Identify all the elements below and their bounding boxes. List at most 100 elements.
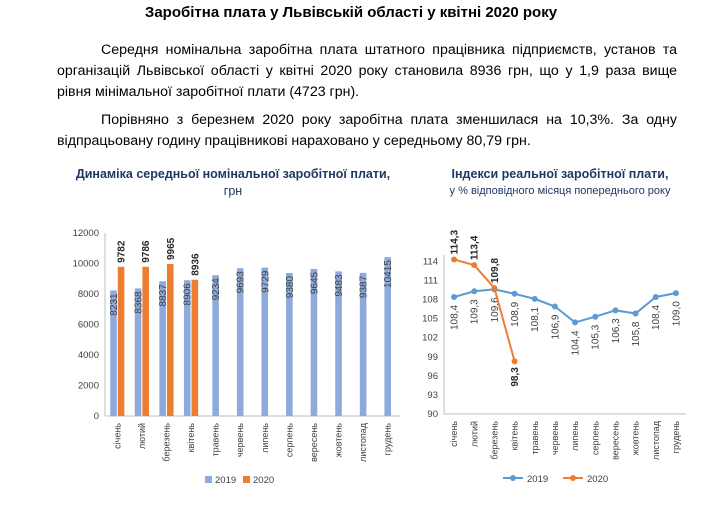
bar-2019-value-label: 9693 <box>236 271 247 294</box>
line-2019-value-label: 106,3 <box>611 318 622 343</box>
bar-2019-value-label: 9483 <box>334 274 345 297</box>
bar-2019-value-label: 8368 <box>134 291 145 314</box>
line-2019-value-label: 109,3 <box>470 299 481 324</box>
line-point-2020 <box>451 256 458 263</box>
bar-y-tick-label: 4000 <box>78 350 99 361</box>
page-title: Заробітна плата у Львівській області у к… <box>144 4 558 21</box>
bar-2019-value-label: 8231 <box>109 293 120 316</box>
bar-2020 <box>142 266 149 416</box>
bar-2019 <box>335 271 342 416</box>
line-series-2019 <box>453 288 677 324</box>
bar-2019 <box>310 268 318 416</box>
bar-x-tick-label: лютий <box>137 423 147 449</box>
line-y-tick-label: 96 <box>427 371 438 382</box>
line-y-tick-label: 93 <box>427 390 438 401</box>
line-x-tick-label: квітень <box>510 421 520 451</box>
bar-2019 <box>236 268 244 416</box>
bar-2019-value-label: 9645 <box>309 271 320 294</box>
bar-x-tick-label: грудень <box>383 423 393 456</box>
bar-legend-label-2020: 2020 <box>253 475 274 486</box>
line-x-tick-label: жовтень <box>631 421 641 456</box>
line-y-tick-label: 111 <box>424 275 438 286</box>
line-x-tick-label: січень <box>449 421 459 447</box>
line-y-tick-label: 114 <box>423 256 438 267</box>
chart2-heading-main: Індекси реальної заробітної плати, <box>451 167 669 181</box>
line-x-tick-label: серпень <box>590 421 600 455</box>
bar-y-tick-label: 10000 <box>73 259 99 270</box>
line-point-2019 <box>511 290 518 297</box>
bar-2019 <box>110 290 117 416</box>
bar-2019 <box>212 275 219 416</box>
line-point-2019 <box>451 293 458 300</box>
bar-2020 <box>166 264 174 416</box>
bar-y-tick-label: 2000 <box>78 381 99 392</box>
bar-2019 <box>183 280 191 416</box>
bar-2020 <box>117 266 125 416</box>
line-x-tick-label: травень <box>530 421 540 455</box>
bar-2020 <box>191 279 199 416</box>
bar-x-tick-label: жовтень <box>334 423 344 458</box>
line-point-2019 <box>592 313 599 320</box>
line-point-2019 <box>632 310 639 317</box>
line-point-2020 <box>471 262 478 269</box>
bar-2019-value-label: 9729 <box>260 270 271 293</box>
bar-x-tick-label: травень <box>211 423 221 457</box>
line-2019-value-label: 109,6 <box>490 297 501 322</box>
line-2019-value-label: 108,1 <box>530 306 541 331</box>
line-2019-value-label: 104,4 <box>571 330 582 355</box>
bar-x-tick-label: вересень <box>309 423 319 462</box>
line-legend-label-2020: 2020 <box>587 474 608 485</box>
line-x-tick-label: листопад <box>651 420 661 460</box>
line-x-tick-label: лютий <box>469 421 479 447</box>
bar-legend-swatch-2019 <box>205 476 212 483</box>
bar-legend-swatch-2020 <box>243 476 250 483</box>
bar-2019-value-label: 8837 <box>158 284 169 307</box>
line-y-tick-label: 108 <box>422 295 438 306</box>
bar-2019 <box>286 272 293 416</box>
bar-y-tick-label: 6000 <box>78 320 99 331</box>
chart1-heading-unit: грн <box>223 184 243 198</box>
bar-x-tick-label: березень <box>161 423 171 462</box>
bar-x-tick-label: квітень <box>186 423 196 453</box>
line-series-2020 <box>453 258 516 362</box>
bar-2019 <box>159 281 166 416</box>
chart2-heading-sub: у % відповідного місяця попереднього рок… <box>449 185 671 197</box>
line-x-tick-label: липень <box>570 421 580 451</box>
bar-x-tick-label: листопад <box>358 422 368 462</box>
bar-2020-value-label: 8936 <box>190 253 201 276</box>
bar-2020-value-label: 9786 <box>141 240 152 263</box>
line-point-2019 <box>612 307 619 314</box>
line-2020-value-label: 113,4 <box>470 235 481 260</box>
bar-2019 <box>134 288 142 416</box>
bar-2019-value-label: 10415 <box>383 260 394 288</box>
bar-2020-value-label: 9782 <box>117 240 128 263</box>
line-point-2020 <box>491 285 498 292</box>
bar-2019 <box>261 267 269 416</box>
chart1-heading-main: Динаміка середньої номінальної заробітно… <box>75 167 391 181</box>
paragraph-2-text: Порівняно з березнем 2020 року заробітна… <box>57 112 677 149</box>
paragraph-1: Середня номінальна заробітна плата штатн… <box>57 40 677 103</box>
bar-2019 <box>359 272 367 416</box>
line-y-tick-label: 99 <box>427 352 438 363</box>
bar-y-tick-label: 0 <box>94 411 99 422</box>
line-2020-value-label: 109,8 <box>490 258 501 283</box>
line-y-tick-label: 105 <box>422 314 438 325</box>
line-2020-value-label: 98,3 <box>510 367 521 387</box>
line-point-2020 <box>511 358 518 365</box>
line-point-2019 <box>531 295 538 302</box>
line-2019-value-label: 106,9 <box>550 314 561 339</box>
bar-x-tick-label: серпень <box>284 423 294 457</box>
line-x-tick-label: червень <box>550 421 560 455</box>
chart2-heading: Індекси реальної заробітної плати, у % в… <box>420 166 700 200</box>
paragraph-2: Порівняно з березнем 2020 року заробітна… <box>57 110 677 152</box>
line-x-tick-label: вересень <box>610 421 620 460</box>
bar-x-tick-label: січень <box>112 423 122 449</box>
line-2020-value-label: 114,3 <box>450 230 461 255</box>
bar-y-tick-label: 12000 <box>73 228 99 239</box>
line-point-2019 <box>551 303 558 310</box>
bar-2019-value-label: 9380 <box>285 276 296 299</box>
line-legend-label-2019: 2019 <box>527 474 548 485</box>
line-2019-value-label: 108,4 <box>450 305 461 330</box>
bar-2019-value-label: 9387 <box>359 275 370 298</box>
